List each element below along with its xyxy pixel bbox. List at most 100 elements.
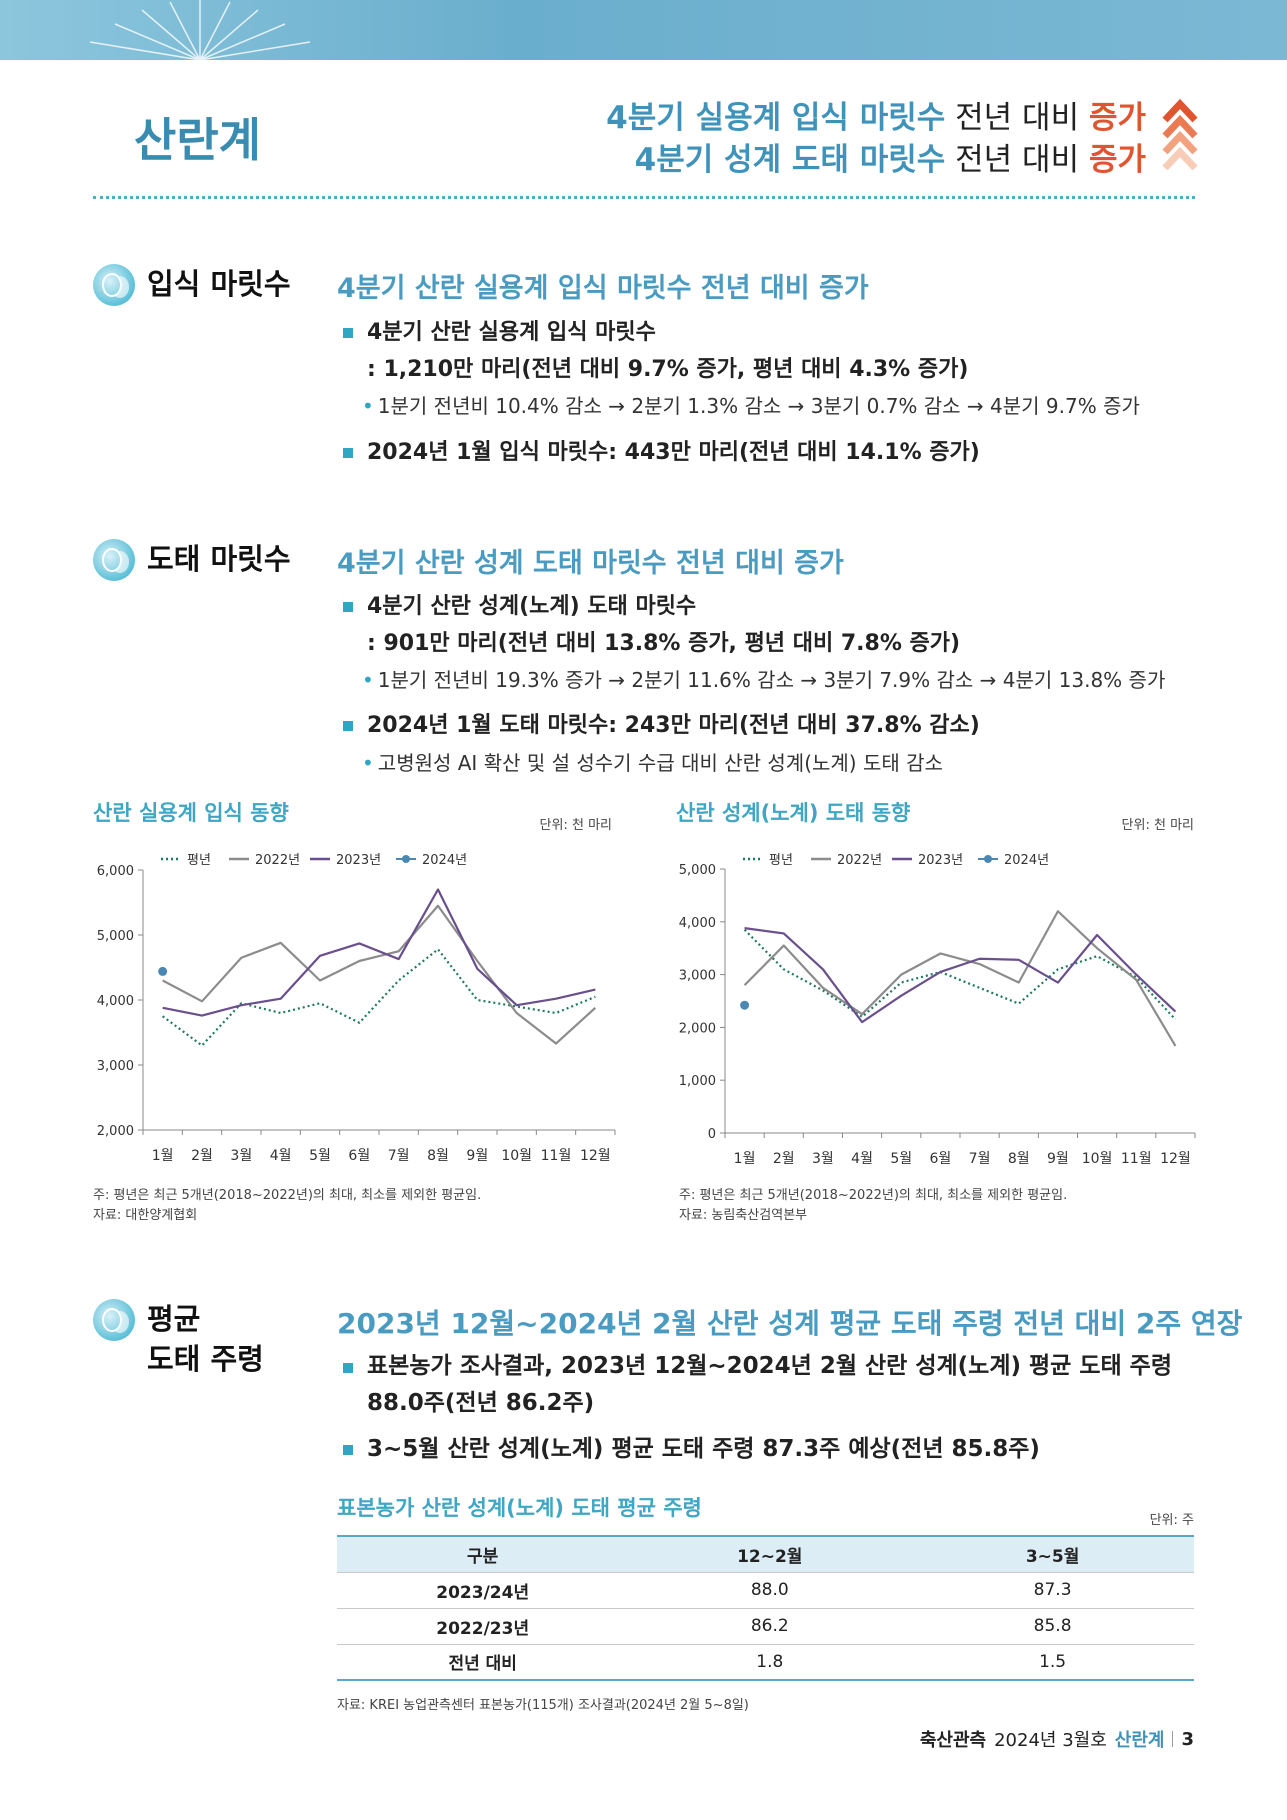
sub-bullet: • 고병원성 AI 확산 및 설 성수기 수급 대비 산란 성계(노계) 도태 감…	[362, 751, 943, 775]
headline-comparison: 전년 대비	[955, 142, 1080, 178]
headline: 4분기 성계 도태 마릿수 전년 대비 증가	[635, 134, 1146, 179]
chart-note: 주: 평년은 최근 5개년(2018~2022년)의 최대, 최소를 제외한 평…	[679, 1188, 1068, 1203]
x-tick-label: 11월	[541, 1148, 572, 1164]
x-tick-label: 11월	[1121, 1151, 1152, 1167]
table-source: 자료: KREI 농업관측센터 표본농가(115개) 조사결과(2024년 2월…	[337, 1698, 749, 1713]
legend-label: 2023년	[336, 853, 381, 868]
bullet-text: 2024년 1월 도태 마릿수: 243만 마리(전년 대비 37.8% 감소)	[367, 713, 980, 738]
x-tick-label: 3월	[230, 1148, 252, 1164]
x-tick-label: 1월	[152, 1148, 174, 1164]
bullet-marker	[343, 1363, 353, 1373]
sub-bullet-text: 1분기 전년비 10.4% 감소 → 2분기 1.3% 감소 → 3분기 0.7…	[377, 394, 1140, 418]
footer-separator	[1172, 1731, 1174, 1747]
x-tick-label: 3월	[812, 1151, 834, 1167]
sub-bullet: • 1분기 전년비 19.3% 증가 → 2분기 11.6% 감소 → 3분기 7…	[362, 668, 1166, 692]
data-line	[162, 888, 596, 1017]
section-icon	[93, 539, 135, 581]
x-tick-label: 5월	[890, 1151, 912, 1167]
headline-subject: 4분기 실용계 입식 마릿수	[606, 100, 946, 136]
headline: 4분기 실용계 입식 마릿수 전년 대비 증가	[606, 92, 1146, 137]
x-tick-label: 10월	[1082, 1151, 1113, 1167]
x-tick-label: 6월	[348, 1148, 370, 1164]
y-tick-label: 3,000	[679, 969, 716, 984]
y-tick-label: 6,000	[97, 864, 134, 879]
y-tick-label: 4,000	[97, 994, 134, 1009]
y-tick-label: 2,000	[97, 1124, 134, 1139]
cell: 87.3	[911, 1572, 1194, 1609]
x-tick-label: 9월	[1047, 1151, 1069, 1167]
bullet-text: 4분기 산란 성계(노계) 도태 마릿수	[367, 594, 697, 619]
x-tick-label: 5월	[309, 1148, 331, 1164]
data-line	[162, 948, 596, 1047]
legend-label: 2022년	[837, 853, 882, 868]
section-label: 도태 주령	[147, 1342, 264, 1376]
sub-bullet-text: 고병원성 AI 확산 및 설 성수기 수급 대비 산란 성계(노계) 도태 감소	[377, 751, 943, 775]
header-cell: 3~5월	[911, 1536, 1194, 1573]
cell: 88.0	[628, 1572, 912, 1609]
section-heading: 4분기 산란 실용계 입식 마릿수 전년 대비 증가	[337, 273, 869, 304]
sub-bullet-text: 1분기 전년비 19.3% 증가 → 2분기 11.6% 감소 → 3분기 7.…	[377, 668, 1166, 692]
top-banner	[0, 0, 1287, 60]
data-point	[158, 966, 168, 976]
cell: 2022/23년	[337, 1608, 629, 1645]
table-row: 전년 대비 1.8 1.5	[337, 1644, 1194, 1681]
section-label: 입식 마릿수	[147, 267, 291, 301]
footer-section: 산란계	[1114, 1730, 1165, 1751]
cell: 1.8	[628, 1644, 912, 1681]
x-tick-label: 4월	[851, 1151, 873, 1167]
chart-title: 산란 실용계 입식 동향	[93, 801, 289, 825]
table-row: 2023/24년 88.0 87.3	[337, 1572, 1194, 1609]
legend-label: 평년	[187, 853, 211, 868]
bullet-marker	[343, 448, 353, 458]
chart-unit: 단위: 천 마리	[1121, 818, 1194, 833]
legend-label: 2022년	[255, 853, 300, 868]
table-row: 2022/23년 86.2 85.8	[337, 1608, 1194, 1645]
legend-swatch	[984, 855, 992, 863]
headline-comparison: 전년 대비	[955, 100, 1080, 136]
bullet-marker	[343, 328, 353, 338]
bullet-text: 2024년 1월 입식 마릿수: 443만 마리(전년 대비 14.1% 증가)	[367, 440, 980, 465]
y-tick-label: 4,000	[679, 916, 716, 931]
x-tick-label: 1월	[734, 1151, 756, 1167]
x-tick-label: 2월	[191, 1148, 213, 1164]
x-tick-label: 7월	[969, 1151, 991, 1167]
footer-page: 3	[1181, 1728, 1194, 1750]
header-cell: 12~2월	[628, 1536, 912, 1573]
legend-label: 평년	[769, 853, 793, 868]
bullet-text: 4분기 산란 실용계 입식 마릿수	[367, 320, 656, 345]
section-heading: 4분기 산란 성계 도태 마릿수 전년 대비 증가	[337, 548, 844, 579]
section-icon	[93, 1299, 135, 1341]
legend-swatch	[402, 855, 410, 863]
cell: 1.5	[911, 1644, 1194, 1681]
x-tick-label: 7월	[388, 1148, 410, 1164]
headline-subject: 4분기 성계 도태 마릿수	[634, 142, 946, 178]
table-unit: 단위: 주	[1149, 1513, 1194, 1528]
headline-trend: 증가	[1088, 142, 1146, 178]
bullet-marker	[343, 602, 353, 612]
chart-note: 자료: 대한양계협회	[93, 1208, 198, 1223]
legend-label: 2024년	[422, 853, 467, 868]
cell: 86.2	[628, 1608, 912, 1645]
table: 구분 12~2월 3~5월 2023/24년 88.0 87.3 2022/23년 8…	[337, 1535, 1194, 1681]
chart-unit: 단위: 천 마리	[539, 818, 612, 833]
bullet-text: : 1,210만 마리(전년 대비 9.7% 증가, 평년 대비 4.3% 증가…	[367, 357, 969, 382]
header-cell: 구분	[337, 1536, 629, 1573]
section-icon	[93, 264, 135, 306]
y-tick-label: 3,000	[97, 1059, 134, 1074]
y-tick-label: 5,000	[679, 863, 716, 878]
x-tick-label: 8월	[427, 1148, 449, 1164]
divider	[93, 196, 1195, 199]
section-label: 도태 마릿수	[147, 542, 291, 576]
data-line	[744, 927, 1177, 1024]
x-tick-label: 10월	[501, 1148, 532, 1164]
footer-publication: 축산관측	[919, 1730, 987, 1751]
bullet-marker	[343, 721, 353, 731]
data-line	[743, 928, 1177, 1021]
y-tick-label: 0	[708, 1127, 716, 1142]
headline-trend: 증가	[1088, 100, 1146, 136]
x-tick-label: 6월	[930, 1151, 952, 1167]
chevron-icon	[1162, 98, 1198, 170]
banner-rays	[89, 0, 311, 60]
